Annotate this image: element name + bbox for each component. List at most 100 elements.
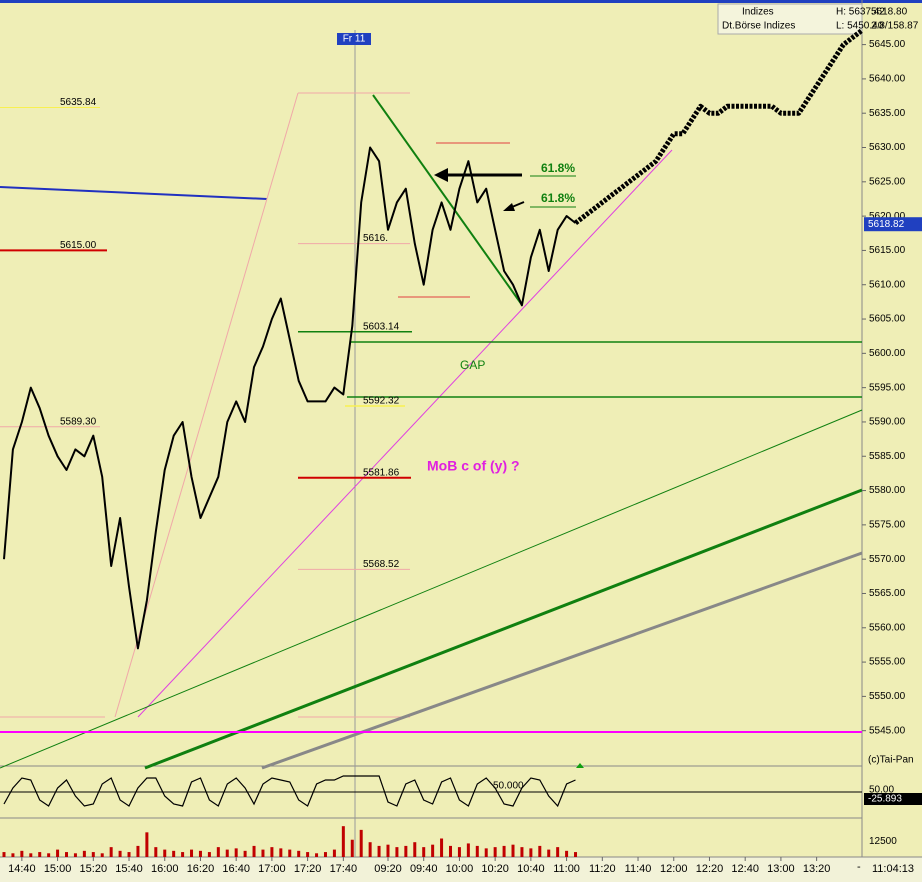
osc-tag-label: -25.893 — [868, 794, 902, 805]
y-tick-label: 5565.00 — [869, 588, 906, 599]
y-tick-label: 5580.00 — [869, 485, 906, 496]
low: L: 5450.40 — [836, 21, 884, 32]
arrow — [511, 201, 525, 208]
volume-bar — [38, 852, 42, 857]
top-border — [0, 0, 922, 3]
volume-bar — [20, 850, 24, 857]
last: 5618.80 — [871, 7, 908, 18]
volume-bar — [225, 849, 229, 857]
y-tick-label: 5610.00 — [869, 279, 906, 290]
volume-bar — [47, 853, 51, 857]
volume-bar — [11, 853, 15, 857]
volume-bar — [574, 852, 578, 857]
x-tick-label: 10:00 — [446, 863, 474, 875]
x-tick-label: 11:40 — [625, 863, 652, 875]
volume-bar — [377, 845, 381, 857]
volume-bar — [404, 845, 408, 857]
signal-marker — [576, 763, 584, 768]
level-label: 5615.00 — [60, 240, 97, 251]
wave-label: MoB c of (y) ? — [427, 458, 520, 474]
projection-line — [573, 28, 863, 225]
y-tick-label: 5585.00 — [869, 451, 906, 462]
trend-line — [372, 94, 523, 306]
x-end-marker: - — [857, 861, 861, 873]
arrow-head — [434, 168, 448, 182]
y-tick-label: 5640.00 — [869, 74, 906, 85]
x-tick-label: 12:40 — [731, 863, 759, 875]
price-line — [3, 146, 577, 650]
volume-bar — [493, 847, 497, 857]
x-axis-band — [0, 857, 922, 882]
level-label: 5616. — [363, 233, 388, 244]
volume-bar — [520, 847, 524, 857]
copyright: (c)Tai-Pan — [868, 755, 914, 766]
volume-bar — [306, 852, 310, 857]
y-tick-label: 5625.00 — [869, 176, 906, 187]
y-tick-label: 5570.00 — [869, 554, 906, 565]
volume-bar — [65, 852, 69, 857]
arrow-head — [503, 203, 515, 211]
volume-bar — [198, 850, 202, 857]
volume-bar — [163, 849, 167, 857]
volume-bar — [422, 847, 426, 857]
y-tick-label: 5595.00 — [869, 382, 906, 393]
volume-bar — [207, 852, 211, 857]
volume-bar — [395, 847, 399, 857]
x-tick-label: 12:00 — [660, 863, 688, 875]
y-tick-label: 5575.00 — [869, 520, 906, 531]
volume-bar — [29, 853, 33, 857]
volume-bar — [2, 852, 6, 857]
y-tick-label: 5605.00 — [869, 314, 906, 325]
channel-line — [0, 409, 863, 769]
volume-bar — [154, 847, 158, 857]
volume-bar — [502, 845, 506, 857]
volume-bar — [449, 845, 452, 857]
volume-bar — [440, 838, 444, 857]
level-label: 5635.84 — [60, 97, 97, 108]
volume-bar — [118, 850, 122, 857]
price-tag — [864, 217, 922, 232]
y-tick-label: 5600.00 — [869, 348, 906, 359]
volume-bar — [332, 849, 336, 857]
volume-bar — [216, 847, 220, 857]
volume-bar — [538, 845, 542, 857]
level-label: 5568.52 — [363, 559, 400, 570]
x-tick-label: 09:20 — [374, 863, 402, 875]
volume-bar — [341, 826, 345, 857]
y-tick-label: 5555.00 — [869, 657, 906, 668]
volume-bar — [529, 848, 533, 857]
volume-bar — [547, 849, 551, 857]
x-tick-label: 17:20 — [294, 863, 322, 875]
day-marker: Fr 11 — [343, 34, 366, 45]
trend-line — [0, 186, 268, 200]
volume-bar — [109, 847, 113, 857]
volume-bar — [350, 839, 354, 857]
x-tick-label: 12:20 — [696, 863, 724, 875]
osc-tag — [864, 793, 922, 805]
volume-bar — [56, 849, 60, 857]
level-label: 5589.30 — [60, 416, 97, 427]
volume-bar — [511, 844, 515, 857]
y-tick-label: 5635.00 — [869, 108, 906, 119]
volume-tick-label: 12500 — [869, 836, 897, 847]
y-tick-label: 5550.00 — [869, 691, 906, 702]
volume-bar — [359, 829, 363, 857]
volume-bar — [252, 845, 256, 857]
x-tick-label: 10:20 — [481, 863, 509, 875]
volume-bar — [368, 842, 372, 857]
volume-bar — [172, 850, 176, 857]
x-tick-label: 15:00 — [44, 863, 72, 875]
x-tick-label: 11:20 — [589, 863, 616, 875]
price-tag-label: 5618.82 — [868, 219, 905, 230]
trend-line — [137, 149, 673, 718]
volume-bar — [270, 847, 274, 857]
x-tick-label: 13:20 — [803, 863, 831, 875]
volume-bar — [413, 842, 417, 857]
volume-bar — [190, 849, 194, 857]
volume-bar — [386, 844, 390, 857]
oscillator-line — [3, 775, 576, 808]
volume-bar — [466, 843, 470, 857]
